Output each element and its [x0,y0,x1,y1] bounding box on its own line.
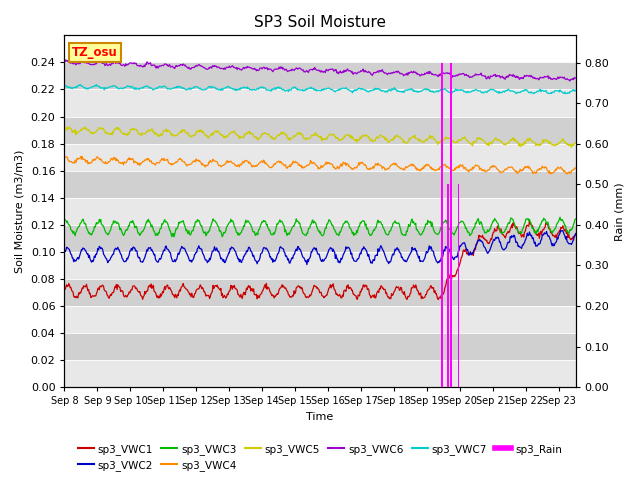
Bar [65,225,575,252]
Y-axis label: Rain (mm): Rain (mm) [615,182,625,240]
Bar [65,144,575,171]
Bar [65,306,575,333]
Bar [458,184,460,387]
Bar [65,171,575,198]
Text: TZ_osu: TZ_osu [72,47,118,60]
Bar [447,184,449,387]
Bar [65,198,575,225]
Bar [65,89,575,117]
Title: SP3 Soil Moisture: SP3 Soil Moisture [254,15,386,30]
Legend: sp3_VWC1, sp3_VWC2, sp3_VWC3, sp3_VWC4, sp3_VWC5, sp3_VWC6, sp3_VWC7, sp3_Rain: sp3_VWC1, sp3_VWC2, sp3_VWC3, sp3_VWC4, … [74,439,566,475]
Bar [65,252,575,279]
Y-axis label: Soil Moisture (m3/m3): Soil Moisture (m3/m3) [15,150,25,273]
Bar [65,333,575,360]
Bar [65,117,575,144]
Bar [65,360,575,387]
Bar [441,62,443,387]
Bar [450,62,452,387]
Bar [65,62,575,89]
X-axis label: Time: Time [307,412,333,422]
Bar [65,279,575,306]
